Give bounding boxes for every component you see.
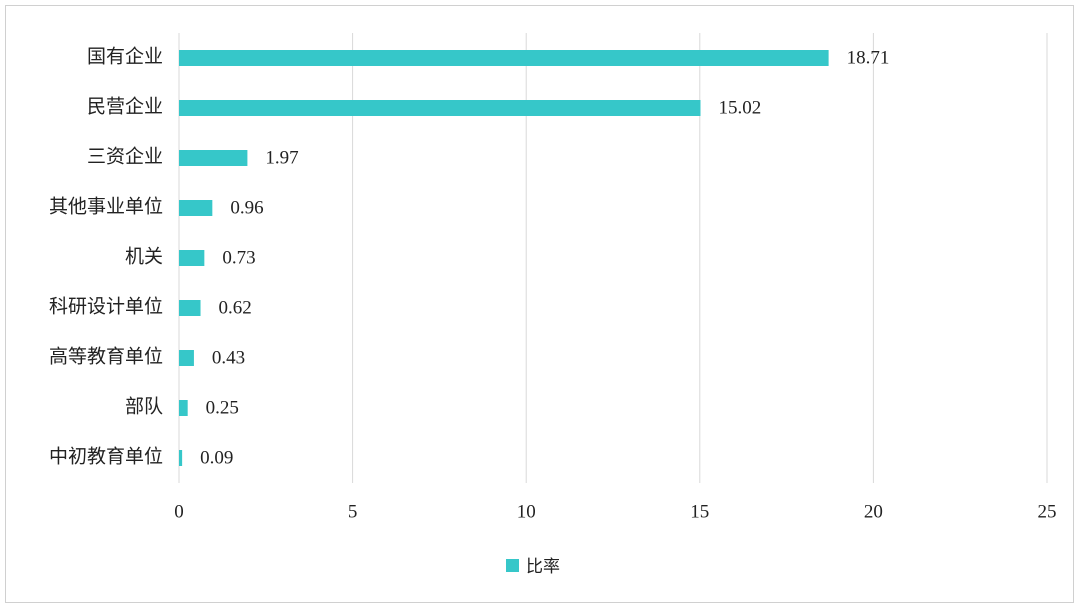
bar	[179, 450, 183, 466]
legend-swatch	[506, 559, 519, 572]
y-tick-label: 机关	[125, 245, 163, 267]
bar	[179, 350, 194, 366]
bar	[179, 400, 188, 416]
x-tick-label: 0	[174, 501, 184, 522]
bar	[179, 100, 701, 116]
data-label: 0.43	[212, 347, 245, 368]
x-tick-label: 10	[517, 501, 536, 522]
bar	[179, 150, 248, 166]
data-label: 18.71	[847, 47, 890, 68]
data-label: 0.25	[206, 397, 239, 418]
bar	[179, 200, 213, 216]
x-tick-label: 5	[348, 501, 358, 522]
y-tick-label: 科研设计单位	[49, 295, 163, 317]
y-tick-label: 国有企业	[87, 45, 163, 67]
x-tick-label: 25	[1038, 501, 1057, 522]
data-label: 0.09	[200, 447, 233, 468]
data-label: 1.97	[265, 147, 298, 168]
x-tick-label: 15	[690, 501, 709, 522]
bar	[179, 300, 201, 316]
y-tick-label: 三资企业	[87, 145, 163, 167]
data-label: 0.96	[230, 197, 263, 218]
y-tick-label: 民营企业	[87, 95, 163, 117]
y-tick-label: 部队	[125, 395, 163, 417]
y-tick-label: 中初教育单位	[49, 445, 163, 467]
bar	[179, 250, 205, 266]
y-tick-label: 其他事业单位	[49, 195, 163, 217]
data-label: 0.73	[222, 247, 255, 268]
data-label: 15.02	[718, 97, 761, 118]
chart-border	[5, 5, 1074, 603]
bar	[179, 50, 829, 66]
data-label: 0.62	[219, 297, 252, 318]
x-tick-label: 20	[864, 501, 883, 522]
y-tick-label: 高等教育单位	[49, 345, 163, 367]
legend-label: 比率	[526, 557, 560, 577]
